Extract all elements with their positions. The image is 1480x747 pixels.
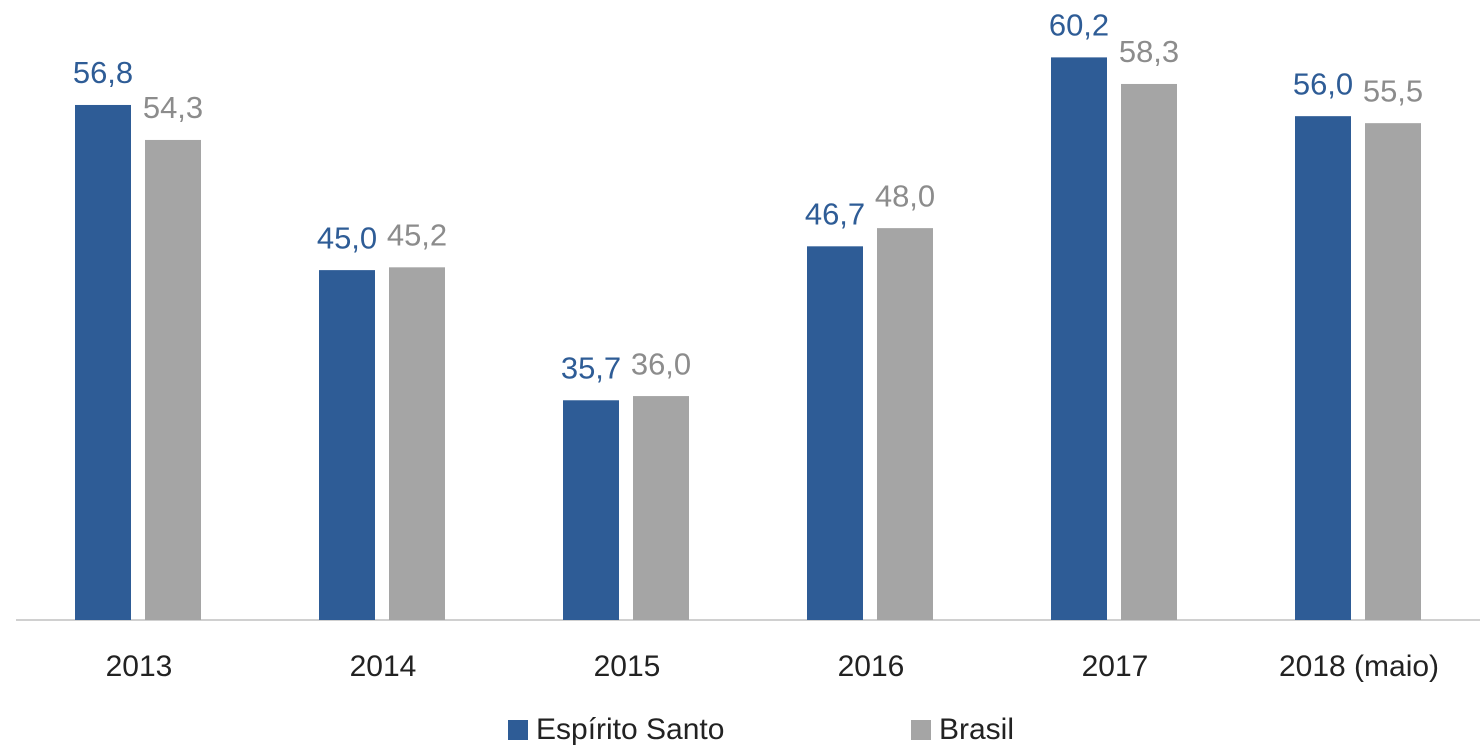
value-label: 46,7 [805,197,865,232]
bar [1295,116,1351,620]
x-tick-label: 2018 (maio) [1279,650,1439,683]
bar [1365,123,1421,620]
bar [807,246,863,620]
bar [633,396,689,620]
legend-swatch [508,720,528,740]
value-label: 45,0 [317,220,377,255]
x-tick-label: 2017 [1082,650,1149,683]
bar [75,104,131,621]
x-tick-label: 2013 [106,650,173,683]
value-label: 56,8 [73,55,133,90]
value-label: 48,0 [875,178,935,213]
legend-swatch [911,720,931,740]
legend-label: Espírito Santo [536,713,724,746]
bar [1051,57,1107,621]
x-tick-label: 2016 [838,650,905,683]
bar [563,400,619,620]
bar [1121,83,1177,621]
value-label: 45,2 [387,218,447,253]
legend-label: Brasil [939,713,1014,746]
bar [877,228,933,620]
value-label: 56,0 [1293,66,1353,101]
value-label: 58,3 [1119,34,1179,69]
bar [145,139,201,621]
value-label: 36,0 [631,346,691,381]
bar [389,267,445,620]
bar [319,270,375,620]
value-label: 54,3 [143,90,203,125]
x-tick-label: 2014 [350,650,417,683]
value-label: 55,5 [1363,73,1423,108]
x-tick-label: 2015 [594,650,661,683]
value-label: 35,7 [561,350,621,385]
value-label: 60,2 [1049,8,1109,43]
